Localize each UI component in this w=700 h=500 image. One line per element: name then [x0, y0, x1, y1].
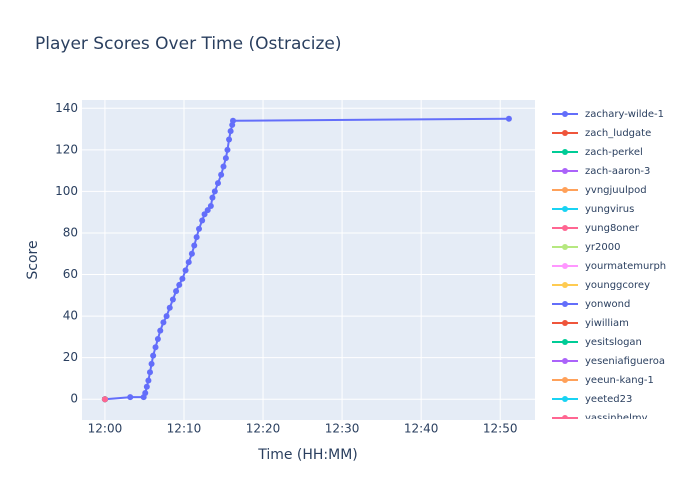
legend-label[interactable]: yungvirus — [585, 204, 634, 215]
y-tick-label: 0 — [70, 392, 78, 406]
legend-label[interactable]: zach_ludgate — [585, 128, 651, 139]
data-point — [191, 242, 198, 249]
legend-marker — [562, 358, 568, 364]
legend-label[interactable]: yeeun-kang-1 — [585, 375, 654, 386]
legend-marker — [562, 111, 568, 117]
x-tick-label: 12:10 — [167, 422, 202, 436]
data-point — [179, 275, 186, 282]
data-point — [150, 352, 157, 359]
legend-label[interactable]: yiwilliam — [585, 318, 629, 329]
data-point — [199, 217, 206, 224]
legend-marker — [562, 320, 568, 326]
y-tick-label: 140 — [55, 101, 78, 115]
data-point — [146, 369, 153, 376]
data-point — [188, 250, 195, 257]
legend-label[interactable]: yonwond — [585, 299, 630, 310]
data-point — [176, 281, 183, 288]
legend-marker — [562, 244, 568, 250]
legend-label[interactable]: yourmatemurph — [585, 261, 666, 272]
y-tick-label: 40 — [63, 309, 78, 323]
legend-marker — [562, 187, 568, 193]
data-point — [148, 360, 155, 367]
legend-marker — [562, 225, 568, 231]
data-point — [169, 296, 176, 303]
y-tick-label: 80 — [63, 225, 78, 239]
x-tick-label: 12:30 — [325, 422, 360, 436]
data-point — [154, 335, 161, 342]
legend-label[interactable]: zach-aaron-3 — [585, 166, 650, 177]
data-point — [204, 207, 211, 214]
y-tick-label: 60 — [63, 267, 78, 281]
legend-label[interactable]: younggcorey — [585, 280, 650, 291]
data-point — [157, 327, 164, 334]
legend-marker — [562, 149, 568, 155]
legend-marker — [562, 282, 568, 288]
legend-label[interactable]: yung8oner — [585, 223, 640, 234]
x-tick-label: 12:40 — [404, 422, 439, 436]
data-point — [211, 188, 218, 195]
data-point — [222, 155, 229, 162]
data-point — [145, 377, 152, 384]
y-tick-label: 120 — [55, 142, 78, 156]
x-tick-label: 12:00 — [88, 422, 123, 436]
legend-marker — [562, 339, 568, 345]
data-point — [505, 115, 512, 122]
data-point — [227, 128, 234, 135]
legend-marker — [562, 206, 568, 212]
y-tick-label: 20 — [63, 350, 78, 364]
y-tick-label: 100 — [55, 184, 78, 198]
legend-label[interactable]: yeeted23 — [585, 394, 632, 405]
data-point — [214, 180, 221, 187]
y-axis-title: Score — [25, 240, 41, 279]
data-point — [218, 171, 225, 178]
legend-label[interactable]: zach-perkel — [585, 147, 643, 158]
plot-area — [82, 100, 535, 420]
data-point — [201, 211, 208, 218]
data-point — [142, 389, 149, 396]
data-point — [163, 313, 170, 320]
data-point — [224, 146, 231, 153]
legend-label[interactable]: yr2000 — [585, 242, 620, 253]
data-point — [173, 288, 180, 295]
data-point — [127, 394, 134, 401]
data-point — [182, 267, 189, 274]
legend-marker — [562, 263, 568, 269]
data-point — [185, 259, 192, 266]
legend-label[interactable]: yassinhelmy — [585, 413, 648, 424]
x-tick-label: 12:20 — [246, 422, 281, 436]
legend-label[interactable]: yesitslogan — [585, 337, 642, 348]
legend-label[interactable]: yvngjuulpod — [585, 185, 647, 196]
legend-marker — [562, 168, 568, 174]
x-axis-title: Time (HH:MM) — [257, 447, 358, 463]
data-point — [207, 202, 214, 209]
legend-label[interactable]: zachary-wilde-1 — [585, 109, 664, 120]
legend-marker — [562, 396, 568, 402]
chart-title: Player Scores Over Time (Ostracize) — [35, 34, 342, 54]
legend-label[interactable]: yeseniafigueroa — [585, 356, 665, 367]
data-point — [209, 194, 216, 201]
data-point — [160, 319, 167, 326]
legend-marker — [562, 130, 568, 136]
data-point — [193, 234, 200, 241]
data-point — [196, 225, 203, 232]
data-point — [166, 304, 173, 311]
data-point — [220, 163, 227, 170]
data-point — [230, 117, 236, 124]
data-point — [143, 383, 150, 390]
x-tick-label: 12:50 — [483, 422, 518, 436]
data-point — [152, 344, 159, 351]
legend-marker — [562, 301, 568, 307]
legend-marker — [562, 415, 568, 419]
data-point — [101, 396, 108, 403]
data-point — [226, 136, 233, 143]
legend-marker — [562, 377, 568, 383]
